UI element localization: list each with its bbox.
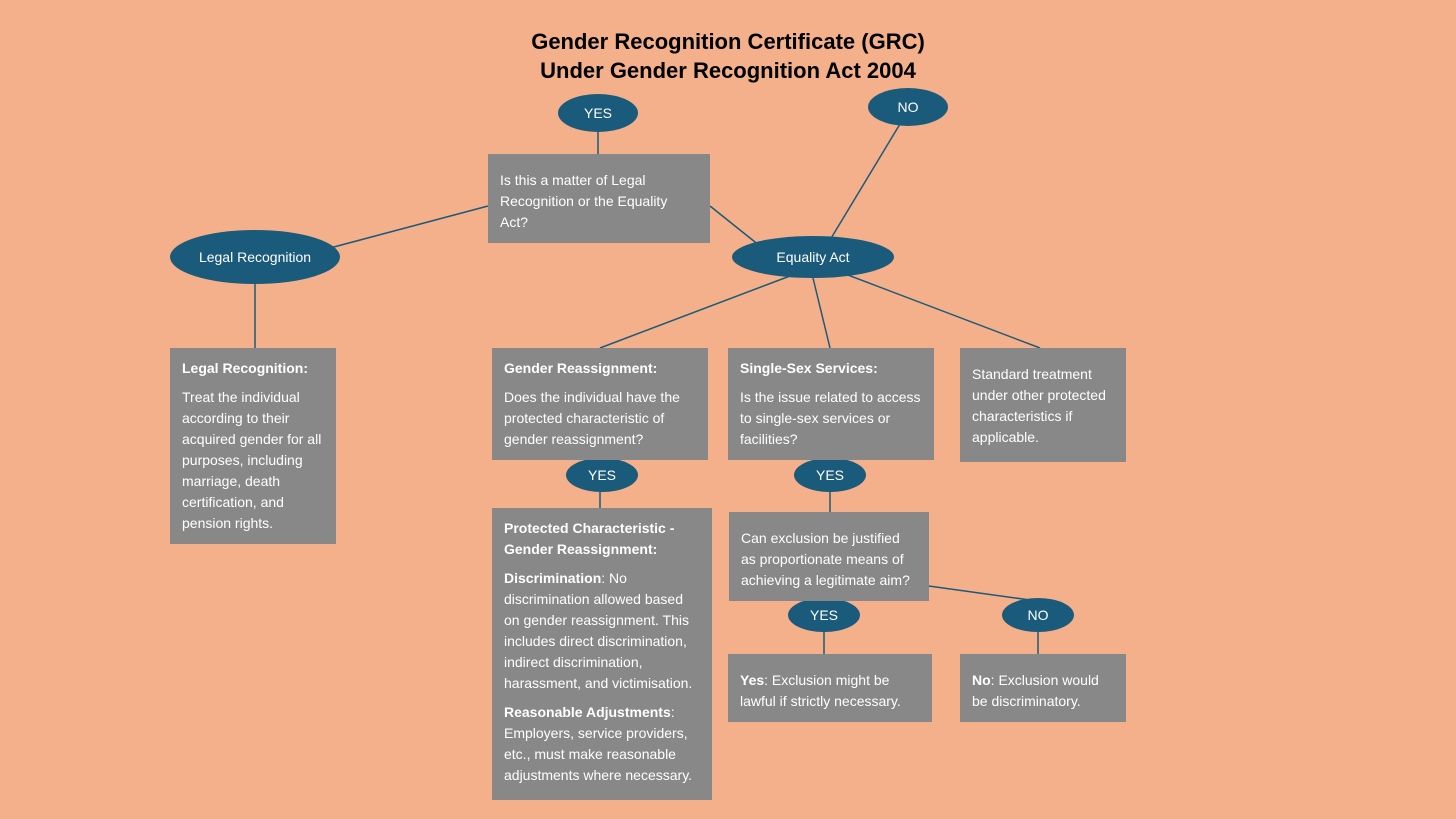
box-single-sex-question: Single-Sex Services: Is the issue related…: [728, 348, 934, 460]
box-heading: Standard treatment under other protected…: [972, 364, 1114, 448]
box-line: Is the issue related to access to single…: [740, 387, 922, 450]
box-line: Discrimination: No discrimination allowe…: [504, 568, 700, 694]
edge: [813, 278, 830, 348]
box-line: Does the individual have the protected c…: [504, 387, 696, 450]
box-standard-treatment: Standard treatment under other protected…: [960, 348, 1126, 462]
edge: [830, 124, 900, 240]
title-line1: Gender Recognition Certificate (GRC): [531, 29, 925, 54]
edge: [840, 272, 1040, 348]
box-heading: Yes: Exclusion might be lawful if strict…: [740, 670, 920, 712]
box-legal-recognition: Legal Recognition: Treat the individual a…: [170, 348, 336, 544]
title-line2: Under Gender Recognition Act 2004: [540, 58, 916, 83]
edge: [330, 206, 488, 248]
node-no-exclusion: NO: [1002, 598, 1074, 632]
box-protected-characteristic: Protected Characteristic - Gender Reassi…: [492, 508, 712, 800]
chart-title: Gender Recognition Certificate (GRC) Und…: [0, 28, 1456, 85]
node-yes-exclusion: YES: [788, 598, 860, 632]
box-heading: Is this a matter of Legal Recognition or…: [500, 170, 698, 233]
box-exclusion-question: Can exclusion be justified as proportion…: [729, 512, 929, 601]
box-heading: Protected Characteristic - Gender Reassi…: [504, 518, 700, 560]
box-heading: Legal Recognition:: [182, 358, 324, 379]
box-heading: Gender Reassignment:: [504, 358, 696, 379]
box-heading: Can exclusion be justified as proportion…: [741, 528, 917, 591]
box-yes-exclusion-result: Yes: Exclusion might be lawful if strict…: [728, 654, 932, 722]
edge: [710, 206, 760, 246]
box-heading: No: Exclusion would be discriminatory.: [972, 670, 1114, 712]
box-no-exclusion-result: No: Exclusion would be discriminatory.: [960, 654, 1126, 722]
node-yes-gender-reassignment: YES: [566, 458, 638, 492]
node-legal-recognition: Legal Recognition: [170, 230, 340, 284]
box-line: Treat the individual according to their …: [182, 387, 324, 534]
box-heading: Single-Sex Services:: [740, 358, 922, 379]
box-line: Reasonable Adjustments: Employers, servi…: [504, 702, 700, 786]
flowchart-canvas: Gender Recognition Certificate (GRC) Und…: [0, 0, 1456, 819]
node-equality-act: Equality Act: [732, 236, 894, 278]
box-question-legal-or-equality: Is this a matter of Legal Recognition or…: [488, 154, 710, 243]
edge: [600, 276, 790, 348]
box-gender-reassignment-question: Gender Reassignment: Does the individual …: [492, 348, 708, 460]
node-no-top: NO: [868, 88, 948, 126]
node-yes-single-sex: YES: [794, 458, 866, 492]
node-yes-top: YES: [558, 94, 638, 132]
